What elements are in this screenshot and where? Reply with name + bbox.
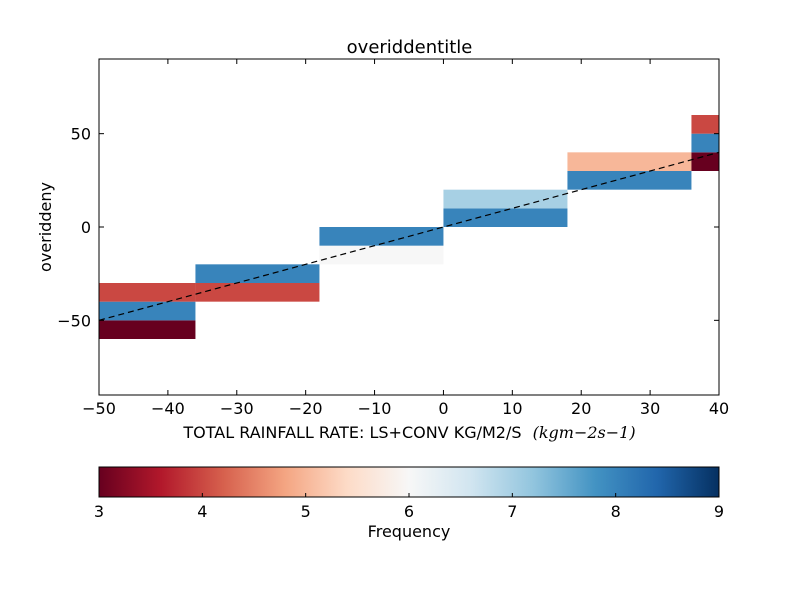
- x-tick-label: 30: [640, 399, 660, 418]
- x-tick-label: −50: [82, 399, 116, 418]
- x-tick-label: −20: [289, 399, 323, 418]
- heatmap-cell: [99, 320, 196, 339]
- x-tick-label: 0: [438, 399, 448, 418]
- x-axis-label-text: TOTAL RAINFALL RATE: LS+CONV KG/M2/S: [182, 423, 521, 442]
- y-tick-label: −50: [57, 311, 91, 330]
- heatmap-cell: [319, 245, 444, 265]
- reference-line-group: [99, 151, 719, 321]
- x-axis-ticks: −50 −40 −30 −20 −10 0 10 20 30 40: [82, 59, 729, 418]
- y-tick-label: 50: [71, 125, 91, 144]
- colorbar-tick-label: 7: [507, 502, 517, 521]
- heatmap-cell: [567, 152, 692, 171]
- heatmap-cell: [195, 283, 320, 302]
- x-tick-label: 20: [571, 399, 591, 418]
- colorbar-label: Frequency: [368, 522, 451, 541]
- heatmap-cell: [691, 115, 719, 134]
- x-tick-label: −40: [151, 399, 185, 418]
- colorbar-tick-label: 4: [197, 502, 207, 521]
- heatmap-cell: [319, 227, 444, 246]
- y-tick-label: 0: [81, 218, 91, 237]
- heatmap-cells: [99, 115, 719, 339]
- y-axis-label: overiddeny: [36, 182, 55, 272]
- heatmap-cell: [567, 171, 692, 190]
- x-tick-label: 10: [502, 399, 522, 418]
- colorbar-ticks: 3 4 5 6 7 8 9: [94, 493, 724, 521]
- heatmap-cell: [443, 208, 568, 227]
- heatmap-cell: [443, 189, 568, 209]
- colorbar-tick-label: 8: [611, 502, 621, 521]
- heatmap-cell: [99, 283, 196, 302]
- y-axis-ticks: 50 0 −50: [57, 125, 719, 330]
- x-tick-label: 40: [709, 399, 729, 418]
- heatmap-cell: [99, 301, 196, 321]
- x-tick-label: −10: [358, 399, 392, 418]
- x-axis-label-unit: (kgm−2s−1): [533, 423, 636, 442]
- chart-title: overiddentitle: [347, 37, 473, 58]
- heatmap-cell: [691, 133, 719, 153]
- x-tick-label: −30: [220, 399, 254, 418]
- heatmap-cell: [691, 152, 719, 171]
- reference-line: [99, 151, 719, 321]
- colorbar-tick-label: 3: [94, 502, 104, 521]
- colorbar-tick-label: 5: [301, 502, 311, 521]
- colorbar: [98, 466, 720, 498]
- x-axis-label: TOTAL RAINFALL RATE: LS+CONV KG/M2/S (kg…: [182, 423, 635, 442]
- colorbar-tick-label: 9: [714, 502, 724, 521]
- heatmap-cell: [195, 264, 320, 283]
- colorbar-tick-label: 6: [404, 502, 414, 521]
